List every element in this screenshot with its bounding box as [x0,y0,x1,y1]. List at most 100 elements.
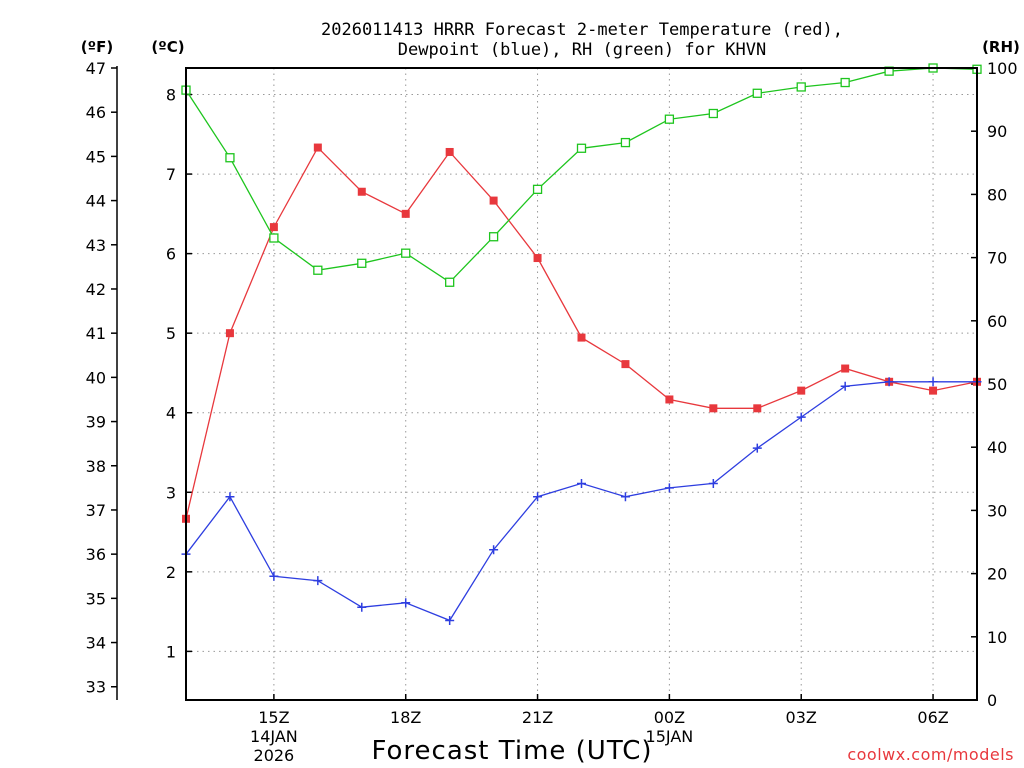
series-1-point-13 [752,443,762,453]
series-1-point-4 [357,602,367,612]
celsius-tick-label-2: 2 [166,563,176,582]
series-1-point-14 [796,412,806,422]
celsius-tick-label-7: 7 [166,165,176,184]
series-2-point-5 [401,248,411,258]
series-0-point-3 [313,143,322,152]
rh-tick-label-80: 80 [987,185,1007,204]
series-0-point-5 [401,209,410,218]
rh-tick-label-0: 0 [987,691,997,710]
grid-lines [186,68,977,700]
celsius-tick-label-6: 6 [166,245,176,264]
celsius-tick-label-5: 5 [166,324,176,343]
plot-frame [185,67,978,701]
x-tick-year-15z: 2026 [254,746,295,765]
x-tick-date-00z: 15JAN [646,727,694,746]
rh-tick-label-40: 40 [987,438,1007,457]
series-1-point-9 [577,478,586,488]
fahrenheit-tick-label-33: 33 [86,678,106,697]
rh-tick-label-90: 90 [987,122,1007,141]
series-2-point-4 [357,258,367,268]
series-1-point-10 [620,492,630,502]
series-dewpoint [181,377,982,625]
series-2-point-10 [620,137,631,148]
axis-ticks: 3334353637383940414243444546471234567801… [86,59,1018,765]
rh-tick-label-50: 50 [987,375,1007,394]
series-1-point-15 [840,381,850,391]
fahrenheit-tick-label-46: 46 [86,103,106,122]
rh-unit-label: (RH) [982,38,1020,56]
series-line-1 [185,381,977,622]
series-2-point-3 [313,265,323,275]
series-rh [181,63,982,287]
x-tick-label-15z: 15Z [258,708,289,727]
x-tick-label-00z: 00Z [654,708,685,727]
series-0-point-4 [357,187,366,196]
series-0-point-2 [269,223,278,232]
credit-text: coolwx.com/models [847,745,1014,764]
series-1-point-3 [313,576,323,586]
rh-tick-label-60: 60 [987,312,1007,331]
rh-tick-label-30: 30 [987,501,1007,520]
series-0-point-15 [841,364,850,373]
series-2-point-7 [488,232,499,242]
series-2-point-9 [576,143,587,153]
series-2-point-15 [840,77,850,88]
fahrenheit-unit-label: (ºF) [81,38,113,56]
series-2-point-13 [752,88,762,98]
series-2-point-6 [445,277,455,287]
fahrenheit-tick-label-37: 37 [86,501,106,520]
series-0-point-17 [929,386,938,395]
series-1-point-8 [533,492,543,502]
fahrenheit-tick-label-35: 35 [86,589,106,608]
fahrenheit-tick-label-42: 42 [86,280,106,299]
celsius-tick-label-3: 3 [166,483,176,502]
series-1-point-7 [489,545,499,555]
series-0-point-13 [753,404,762,413]
rh-tick-label-10: 10 [987,628,1007,647]
series-0-point-12 [709,404,718,413]
series-2-point-1 [225,153,235,163]
fahrenheit-tick-label-44: 44 [86,192,106,211]
series-2-point-2 [269,233,279,243]
data-series [181,63,982,625]
fahrenheit-tick-label-36: 36 [86,545,106,564]
rh-tick-label-20: 20 [987,565,1007,584]
series-2-point-8 [532,184,543,194]
celsius-tick-label-1: 1 [166,642,176,661]
series-1-point-17 [928,377,938,387]
rh-tick-label-70: 70 [987,249,1007,268]
series-1-point-16 [884,377,894,387]
series-1-point-6 [445,615,455,625]
series-0-point-11 [665,395,674,404]
celsius-tick-label-8: 8 [166,86,176,105]
series-1-point-1 [225,492,235,502]
series-0-point-10 [621,360,630,369]
fahrenheit-tick-label-38: 38 [86,457,106,476]
celsius-unit-label: (ºC) [151,38,184,56]
series-0-point-6 [445,147,454,156]
fahrenheit-tick-label-34: 34 [86,634,106,653]
fahrenheit-tick-label-39: 39 [86,413,106,432]
x-tick-label-18z: 18Z [390,708,421,727]
series-2-point-14 [796,82,806,92]
series-0-point-14 [797,386,806,395]
series-1-point-2 [269,571,279,581]
series-1-point-5 [401,598,411,608]
series-0-point-1 [225,329,234,338]
x-tick-label-21z: 21Z [522,708,553,727]
celsius-tick-label-4: 4 [166,404,176,423]
x-tick-date-15z: 14JAN [250,727,298,746]
series-2-point-12 [708,108,718,119]
fahrenheit-tick-label-40: 40 [86,368,106,387]
series-0-point-7 [489,196,498,205]
chart-title-line-1: 2026011413 HRRR Forecast 2-meter Tempera… [321,20,843,40]
series-line-2 [185,67,978,284]
series-0-point-9 [577,333,586,342]
x-tick-label-06z: 06Z [917,708,948,727]
rh-tick-label-100: 100 [987,59,1018,78]
fahrenheit-tick-label-45: 45 [86,147,106,166]
fahrenheit-tick-label-43: 43 [86,236,106,255]
series-0-point-8 [533,254,542,263]
series-2-point-11 [664,114,675,124]
